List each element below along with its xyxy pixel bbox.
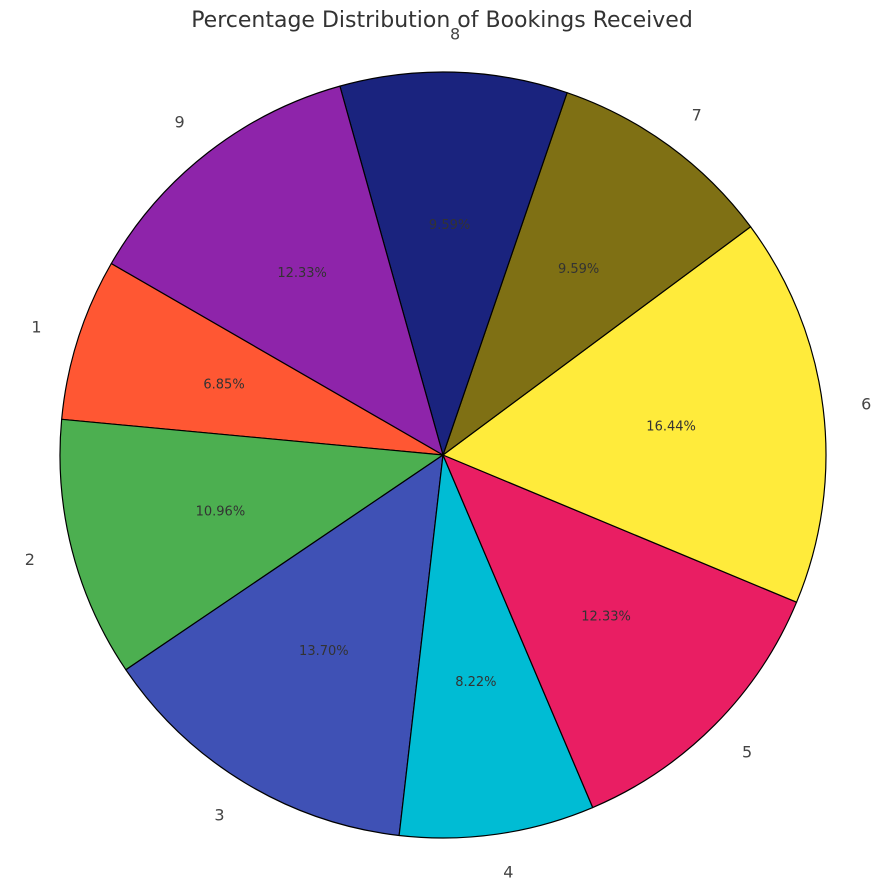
percentage-label-6: 16.44% — [646, 420, 696, 435]
pie-slice-8 — [339, 71, 568, 456]
percentage-label-8: 9.59% — [429, 218, 470, 233]
category-label-3: 3 — [214, 806, 224, 825]
category-label-5: 5 — [742, 742, 752, 761]
chart-title: Percentage Distribution of Bookings Rece… — [191, 8, 693, 33]
percentage-label-1: 6.85% — [203, 378, 244, 393]
pie-slices — [59, 71, 827, 839]
percentage-label-3: 13.70% — [299, 644, 349, 659]
category-label-1: 1 — [31, 318, 41, 337]
percentage-label-9: 12.33% — [277, 266, 327, 281]
percentage-label-5: 12.33% — [581, 609, 631, 624]
category-label-7: 7 — [692, 105, 702, 124]
pie-slice-7 — [442, 92, 752, 456]
category-labels: 1 2 3 4 5 6 7 8 9 — [25, 24, 872, 880]
percentage-labels: 6.85% 10.96% 13.70% 8.22% 12.33% 16.44% 9.59% 9… — [196, 218, 696, 690]
pie-slice-2 — [59, 418, 444, 671]
category-label-2: 2 — [25, 550, 35, 569]
pie-slice-3 — [125, 454, 444, 837]
percentage-label-4: 8.22% — [455, 675, 496, 690]
pie-slice-6 — [442, 226, 827, 603]
pie-slice-9 — [110, 85, 444, 456]
category-label-9: 9 — [175, 113, 185, 132]
category-label-6: 6 — [861, 394, 871, 413]
pie-slice-5 — [442, 454, 798, 809]
category-label-4: 4 — [503, 862, 513, 880]
category-label-8: 8 — [450, 24, 460, 43]
pie-slice-4 — [398, 454, 594, 839]
percentage-label-2: 10.96% — [196, 505, 246, 520]
pie-slice-1 — [61, 262, 444, 456]
percentage-label-7: 9.59% — [558, 262, 599, 277]
